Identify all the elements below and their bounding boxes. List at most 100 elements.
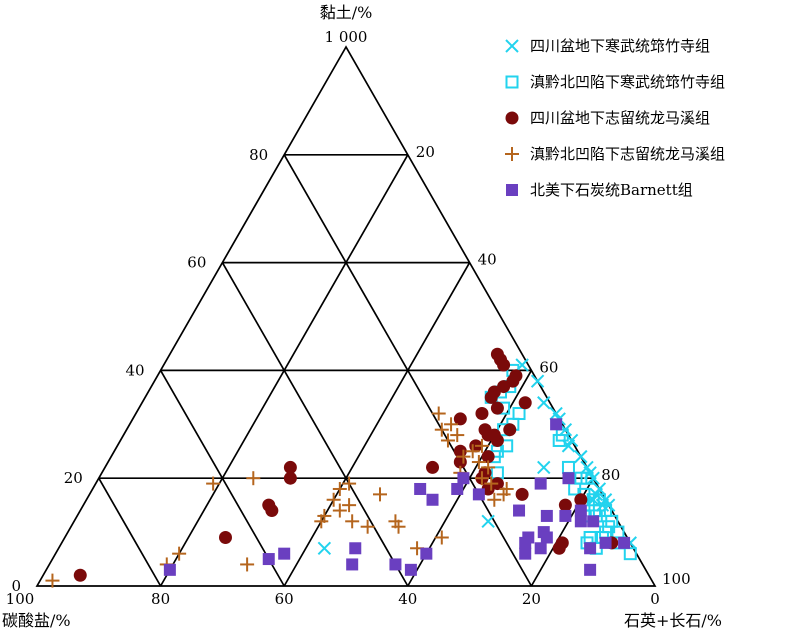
data-point-plus-marker (465, 444, 480, 459)
data-point-circle-marker (552, 541, 566, 555)
data-point-filled-square-marker (519, 536, 532, 549)
data-point-circle-marker (503, 423, 517, 437)
data-point-x-marker (317, 541, 332, 555)
data-point-plus-marker (342, 476, 357, 491)
legend-circle-marker (505, 111, 519, 125)
data-point-x-marker (481, 514, 495, 529)
grid-line-left-parallel (98, 477, 162, 587)
data-point-circle-marker (283, 471, 297, 485)
data-point-filled-square-marker (599, 536, 612, 549)
right-axis-title: 石英+长石/% (624, 611, 722, 630)
data-point-plus-marker (314, 514, 329, 529)
bottom-tick-label: 100 (662, 570, 691, 588)
data-point-plus-marker (326, 492, 341, 507)
grid-line-right-parallel (159, 154, 409, 587)
left-edge-tick-label: 60 (187, 254, 206, 272)
data-point-plus-marker (332, 503, 347, 518)
data-point-plus-marker (450, 428, 465, 443)
legend-label: 滇黔北凹陷下志留统龙马溪组 (530, 145, 725, 163)
bottom-tick-label: 80 (151, 590, 170, 608)
data-point-plus-marker (474, 471, 489, 486)
data-point-filled-square-marker (420, 547, 433, 560)
ternary-grid (35, 45, 657, 587)
data-point-plus-marker (206, 476, 221, 491)
data-point-open-square-marker (490, 466, 504, 480)
data-point-plus-marker (388, 514, 403, 529)
data-point-filled-square-marker (262, 553, 275, 566)
right-edge-tick-label: 60 (539, 358, 558, 376)
data-point-plus-marker (345, 514, 360, 529)
data-point-circle-marker (426, 460, 440, 474)
data-point-plus-marker (431, 406, 446, 421)
bottom-tick-label: 60 (275, 590, 294, 608)
top-axis-title: 黏土/% (320, 3, 373, 22)
grid-line-left-parallel (221, 262, 409, 587)
data-point-circle-marker (481, 450, 495, 464)
data-point-filled-square-marker (414, 482, 427, 495)
data-point-filled-square-marker (584, 563, 597, 576)
data-point-filled-square-marker (574, 515, 587, 528)
data-point-filled-square-marker (550, 418, 563, 431)
data-point-circle-marker (487, 428, 501, 442)
left-edge-tick-label: 80 (249, 146, 268, 164)
data-points (45, 347, 637, 588)
data-point-plus-marker (434, 530, 449, 545)
left-axis-title: 碳酸盐/% (2, 611, 71, 630)
data-point-plus-marker (496, 487, 511, 502)
data-point-circle-marker (497, 358, 511, 372)
data-point-filled-square-marker (389, 558, 402, 571)
grid-line-left-parallel (283, 154, 533, 587)
data-point-circle-marker (265, 504, 279, 518)
data-point-filled-square-marker (278, 547, 291, 560)
data-point-plus-marker (471, 455, 486, 470)
right-edge-tick-label: 80 (601, 466, 620, 484)
data-point-plus-marker (360, 519, 375, 534)
data-point-filled-square-marker (404, 563, 417, 576)
legend-open-square-marker (505, 75, 519, 89)
bottom-tick-label: 0 (650, 590, 660, 608)
data-point-plus-marker (456, 449, 471, 464)
legend-x-marker (505, 39, 519, 53)
data-point-plus-marker (240, 557, 255, 572)
data-point-filled-square-marker (559, 509, 572, 522)
bottom-tick-label: 100 (6, 590, 35, 608)
data-point-plus-marker (45, 573, 60, 588)
data-point-x-marker (574, 449, 588, 464)
data-point-circle-marker (283, 460, 297, 474)
data-point-circle-marker (453, 412, 467, 426)
data-point-circle-marker (518, 396, 532, 410)
data-point-open-square-marker (512, 407, 526, 421)
data-point-x-marker (530, 374, 545, 388)
data-point-plus-marker (474, 438, 489, 453)
data-point-filled-square-marker (346, 558, 359, 571)
data-point-plus-marker (332, 481, 347, 496)
legend-label: 四川盆地下寒武统筇竹寺组 (530, 37, 710, 55)
data-point-filled-square-marker (519, 547, 532, 560)
legend: 四川盆地下寒武统筇竹寺组滇黔北凹陷下寒武统筇竹寺组四川盆地下志留统龙马溪组滇黔北… (505, 37, 725, 199)
data-point-open-square-marker (561, 460, 575, 474)
grid-line-right-parallel (283, 262, 471, 587)
data-point-filled-square-marker (513, 504, 526, 517)
right-edge-tick-label: 20 (416, 143, 435, 161)
data-point-filled-square-marker (457, 472, 470, 485)
data-point-filled-square-marker (451, 482, 464, 495)
legend-label: 四川盆地下志留统龙马溪组 (530, 109, 710, 127)
data-point-filled-square-marker (584, 542, 597, 555)
data-point-plus-marker (484, 476, 499, 491)
data-point-filled-square-marker (534, 477, 547, 490)
data-point-open-square-marker (580, 471, 594, 485)
data-point-plus-marker (342, 498, 357, 513)
left-edge-tick-label: 0 (11, 577, 21, 595)
data-point-open-square-marker (552, 433, 566, 447)
legend-plus-marker (505, 147, 519, 161)
data-point-filled-square-marker (163, 563, 176, 576)
data-point-plus-marker (372, 487, 387, 502)
left-edge-tick-label: 40 (126, 361, 145, 379)
data-point-circle-marker (515, 487, 529, 501)
data-point-plus-marker (487, 492, 502, 507)
legend-filled-square-marker (506, 184, 518, 196)
data-point-filled-square-marker (540, 531, 553, 544)
data-point-filled-square-marker (562, 472, 575, 485)
